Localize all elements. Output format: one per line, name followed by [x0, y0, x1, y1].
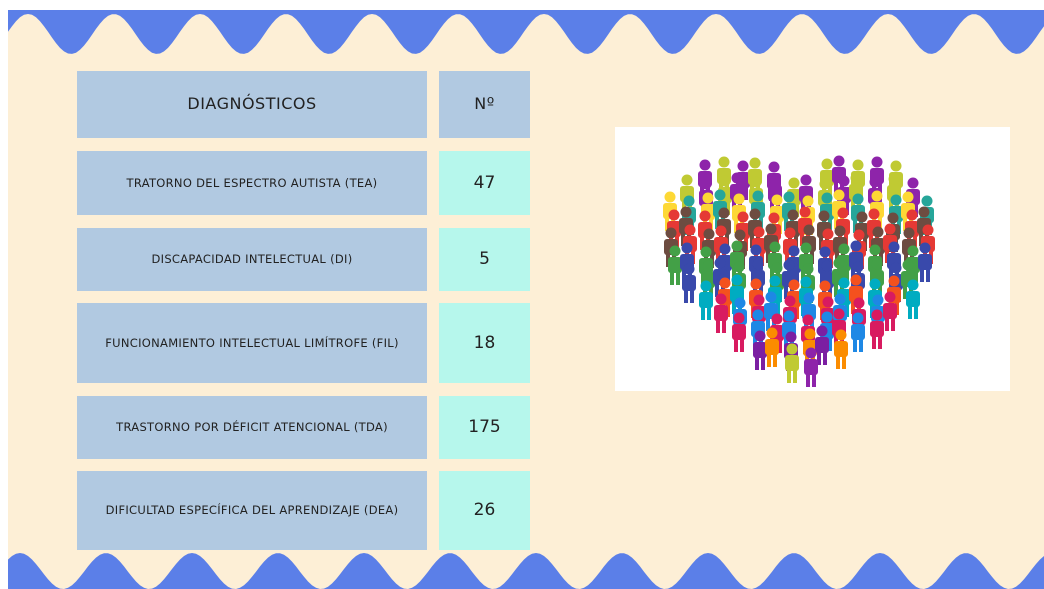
person-icon [732, 312, 746, 352]
diagnosis-cell: DISCAPACIDAD INTELECTUAL (DI) [77, 228, 427, 291]
slide: DIAGNÓSTICOS Nº TRATORNO DEL ESPECTRO AUTI… [8, 10, 1044, 589]
wave-shape [8, 10, 1044, 54]
person-icon [682, 263, 696, 303]
person-icon [815, 325, 829, 365]
person-icon [851, 312, 865, 352]
person-icon [668, 245, 682, 285]
diagnosis-cell: TRATORNO DEL ESPECTRO AUTISTA (TEA) [77, 151, 427, 215]
heart-image [615, 127, 1010, 391]
person-icon [804, 347, 818, 387]
diagnosis-cell: DIFICULTAD ESPECÍFICA DEL APRENDIZAJE (D… [77, 471, 427, 550]
count-cell: 5 [439, 228, 530, 291]
person-icon [714, 293, 728, 333]
count-cell: 47 [439, 151, 530, 215]
person-icon [785, 343, 799, 383]
count-cell: 175 [439, 396, 530, 459]
count-cell: 18 [439, 303, 530, 383]
header-cell: Nº [439, 71, 530, 138]
diagnosis-cell: FUNCIONAMIENTO INTELECTUAL LIMÍTROFE (FI… [77, 303, 427, 383]
person-icon [906, 279, 920, 319]
count-cell: 26 [439, 471, 530, 550]
person-icon [753, 330, 767, 370]
heart-of-people [663, 155, 935, 387]
diagnosis-cell: TRASTORNO POR DÉFICIT ATENCIONAL (TDA) [77, 396, 427, 459]
top-wave [8, 10, 1044, 54]
bottom-wave [8, 553, 1044, 589]
person-icon [918, 242, 932, 282]
header-cell: DIAGNÓSTICOS [77, 71, 427, 138]
wave-shape [8, 553, 1044, 589]
person-icon [883, 291, 897, 331]
person-icon [870, 309, 884, 349]
person-icon [834, 329, 848, 369]
person-icon [699, 280, 713, 320]
person-icon [765, 327, 779, 367]
